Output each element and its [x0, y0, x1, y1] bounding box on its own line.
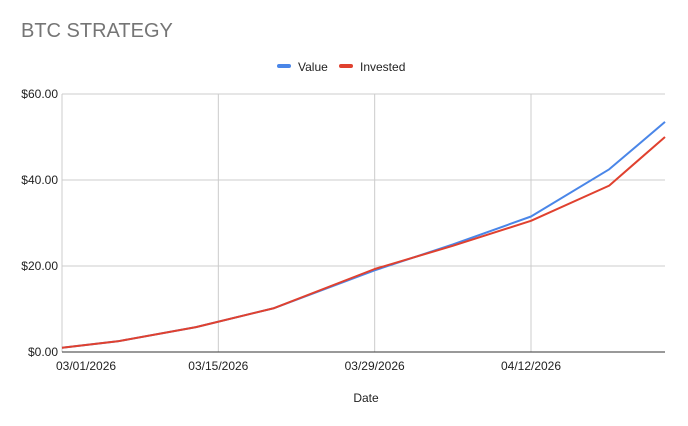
- x-tick-label: 04/12/2026: [501, 359, 561, 373]
- x-axis-title: Date: [353, 391, 379, 405]
- legend: Value Invested: [277, 60, 405, 74]
- y-tick-label: $0.00: [28, 345, 58, 359]
- legend-label: Value: [298, 60, 328, 74]
- x-axis-labels: 03/01/2026 03/15/2026 03/29/2026 04/12/2026: [56, 359, 561, 373]
- x-tick-label: 03/15/2026: [188, 359, 248, 373]
- series-lines: [61, 121, 666, 349]
- series-line-value: [61, 121, 666, 349]
- y-tick-label: $40.00: [21, 173, 58, 187]
- gridlines: [61, 93, 665, 353]
- series-line-invested: [61, 136, 666, 349]
- x-tick-label: 03/01/2026: [56, 359, 116, 373]
- x-tick-label: 03/29/2026: [345, 359, 405, 373]
- y-axis-labels: $0.00 $20.00 $40.00 $60.00: [21, 87, 58, 359]
- chart-title: BTC STRATEGY: [21, 20, 173, 42]
- legend-swatch: [339, 64, 353, 68]
- y-tick-label: $60.00: [21, 87, 58, 101]
- y-tick-label: $20.00: [21, 259, 58, 273]
- legend-swatch: [277, 64, 291, 68]
- legend-label: Invested: [360, 60, 405, 74]
